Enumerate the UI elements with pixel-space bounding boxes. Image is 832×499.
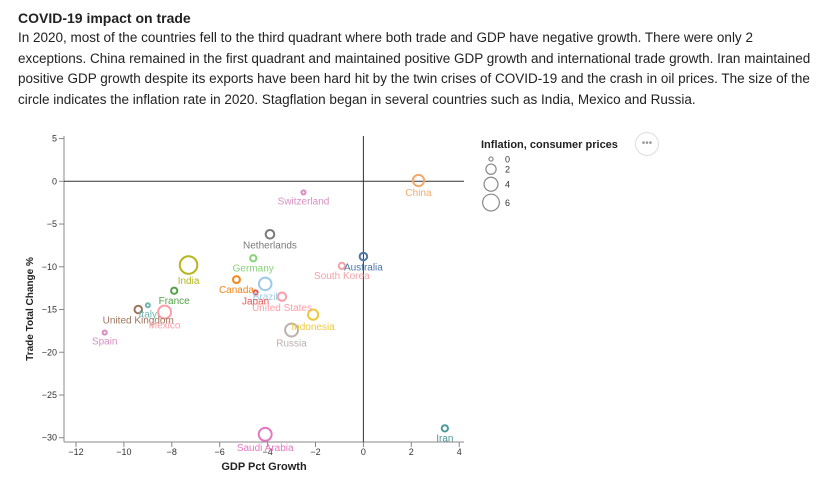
x-tick-label: −4: [262, 447, 272, 457]
legend-symbol: [485, 163, 497, 175]
data-point-iran[interactable]: [440, 424, 449, 433]
data-point-united-states[interactable]: [276, 291, 288, 302]
point-label: Brazil: [253, 292, 278, 303]
y-tick-label: −25: [42, 390, 57, 400]
legend-symbol: [488, 156, 494, 162]
data-point-mexico[interactable]: [157, 304, 173, 320]
y-tick-label: −30: [42, 433, 57, 443]
point-labels: China Switzerland Netherlands AustraliaSout…: [92, 188, 454, 454]
data-point-brazil[interactable]: [257, 276, 273, 292]
point-label: Canada: [219, 285, 254, 296]
x-axis-title: GDP Pct Growth: [221, 461, 307, 473]
data-point-saudi-arabia[interactable]: [257, 426, 273, 442]
chart-title: COVID-19 impact on trade: [18, 10, 191, 26]
legend-symbol: [482, 193, 500, 212]
point-label: China: [405, 188, 432, 199]
y-tick-label: −5: [47, 219, 57, 229]
data-point-spain[interactable]: [101, 329, 108, 336]
point-label: Iran: [436, 433, 453, 444]
data-point-canada[interactable]: [232, 275, 241, 285]
point-label: Italy: [139, 309, 157, 320]
x-tick-label: 0: [361, 447, 366, 457]
point-label: United Kingdom: [103, 315, 174, 326]
data-point-netherlands[interactable]: [264, 228, 276, 240]
point-label: South Korea: [314, 271, 370, 282]
legend-label: 4: [505, 180, 510, 190]
data-points: [101, 173, 449, 442]
point-label: Netherlands: [243, 241, 297, 252]
point-label: Indonesia: [291, 322, 335, 333]
point-label: Switzerland: [278, 196, 330, 207]
data-point-switzerland[interactable]: [300, 189, 307, 196]
data-point-france[interactable]: [170, 286, 179, 295]
chart-description: In 2020, most of the countries fell to t…: [18, 30, 811, 107]
point-label: Spain: [92, 337, 118, 348]
data-point-china[interactable]: [411, 173, 426, 188]
data-point-italy[interactable]: [144, 302, 151, 309]
data-point-united-kingdom[interactable]: [133, 304, 144, 315]
x-tick-label: −12: [68, 447, 83, 457]
legend-label: 0: [505, 155, 510, 165]
data-point-germany[interactable]: [249, 254, 258, 263]
y-axis-title: Trade Total Change %: [25, 257, 36, 361]
legend-label: 6: [505, 198, 510, 208]
point-label: Saudi Arabia: [237, 443, 294, 454]
point-label: Mexico: [149, 321, 181, 332]
y-tick-label: −15: [42, 305, 57, 315]
point-label: France: [159, 296, 191, 307]
point-label: Russia: [276, 338, 307, 349]
chart-header: COVID-19 impact on trade In 2020, most o…: [18, 10, 823, 110]
data-point-india[interactable]: [178, 255, 199, 275]
point-label: India: [178, 276, 200, 287]
x-tick-label: −6: [215, 447, 225, 457]
x-tick-label: 4: [457, 447, 462, 457]
y-tick-label: 0: [52, 176, 57, 186]
point-label: United States: [252, 303, 312, 314]
point-label: Germany: [233, 263, 274, 274]
y-tick-label: −20: [42, 347, 57, 357]
data-point-japan[interactable]: [252, 289, 259, 296]
x-tick-label: 2: [409, 447, 414, 457]
data-point-australia[interactable]: [358, 251, 369, 262]
point-label: Australia: [344, 262, 383, 273]
legend-title: Inflation, consumer prices: [481, 139, 618, 151]
legend-symbol: [483, 176, 499, 192]
y-tick-label: −10: [42, 262, 57, 272]
x-tick-label: −2: [310, 447, 320, 457]
data-point-south-korea[interactable]: [337, 261, 346, 271]
axes: 50−5−10−15−20−25−30−12 −10 −8 −6 −4 −2 0 2 4GDP …: [25, 134, 464, 473]
y-tick-label: 5: [52, 134, 57, 144]
data-point-russia[interactable]: [284, 322, 299, 338]
size-legend: Inflation, consumer prices 02 4 6: [481, 139, 618, 212]
x-tick-label: −10: [116, 447, 131, 457]
legend-label: 2: [505, 165, 510, 175]
more-options-button[interactable]: •••: [635, 132, 659, 156]
data-point-indonesia[interactable]: [306, 308, 320, 321]
x-tick-label: −8: [167, 447, 177, 457]
point-label: Japan: [242, 296, 269, 307]
